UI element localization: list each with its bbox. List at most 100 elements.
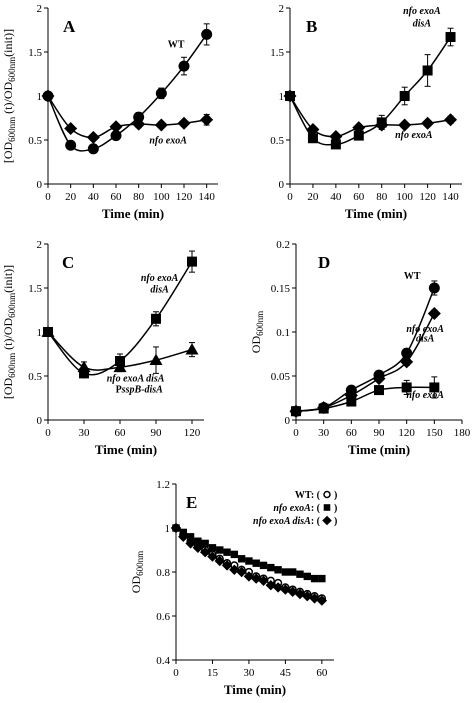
- legend-marker: [323, 490, 331, 499]
- data-point: [200, 113, 214, 127]
- y-tick-label: 0: [37, 415, 43, 427]
- data-point: [214, 555, 225, 567]
- data-point: [444, 113, 458, 127]
- legend-label-part-1: : (: [311, 516, 321, 527]
- series-annotation: nfo exoA: [141, 273, 179, 284]
- data-point: [398, 118, 412, 132]
- x-tick-label: 100: [396, 191, 413, 203]
- x-tick-label: 120: [184, 427, 201, 439]
- series-annotation: nfo exoA disA: [107, 373, 165, 384]
- y-tick-label: 0.05: [271, 371, 291, 383]
- panel-letter: C: [62, 253, 74, 272]
- series-annotation-part-0: nfo exoA: [406, 390, 444, 401]
- data-point: [245, 557, 253, 565]
- data-point: [287, 586, 298, 597]
- x-tick-label: 45: [280, 667, 292, 679]
- x-tick-label: 60: [316, 667, 328, 679]
- series-nfo-exoa-disa-psspb-disa: [41, 325, 199, 374]
- data-point: [186, 533, 195, 541]
- y-tick-label: 0.5: [270, 135, 284, 147]
- data-point: [265, 580, 276, 591]
- data-point: [310, 574, 319, 583]
- data-point: [154, 118, 168, 132]
- data-point: [41, 325, 55, 337]
- data-point: [187, 256, 197, 267]
- x-axis-label: Time (min): [95, 442, 157, 457]
- x-tick-label: 150: [426, 427, 443, 439]
- data-point: [296, 570, 304, 578]
- y-tick-label: 0.2: [276, 239, 290, 251]
- data-point: [251, 573, 262, 584]
- series-annotation-part-0: disA: [413, 18, 432, 29]
- x-tick-label: 80: [133, 191, 145, 203]
- legend-entry-nfo-exoa: nfo exoA: (): [273, 503, 337, 514]
- series-annotation-part-0: nfo exoA: [149, 136, 187, 147]
- y-tick-label: 1: [37, 327, 43, 339]
- x-tick-label: 100: [153, 191, 170, 203]
- data-point: [77, 360, 91, 373]
- x-axis-label: Time (min): [224, 682, 286, 697]
- series-annotation-part-0: nfo exoA: [406, 324, 444, 335]
- y-axis-label-sub2: 600nm: [7, 293, 17, 318]
- y-tick-label: 1: [165, 523, 171, 535]
- series-annotation: nfo exoA: [406, 390, 444, 401]
- data-point: [110, 130, 122, 142]
- data-point: [302, 591, 313, 602]
- series-annotation: disA: [413, 18, 432, 29]
- data-point: [149, 353, 163, 366]
- data-point: [401, 347, 413, 359]
- data-point: [236, 566, 247, 578]
- series-annotation-part-3: disA: [144, 385, 163, 396]
- series-annotation-part-0: nfo exoA: [403, 6, 441, 17]
- y-tick-label: 0: [37, 179, 43, 191]
- y-tick-label: 2: [279, 3, 285, 15]
- data-point: [291, 406, 301, 417]
- data-point: [177, 116, 191, 130]
- data-point: [79, 368, 89, 379]
- data-point: [109, 120, 123, 134]
- data-point: [65, 139, 77, 151]
- series-annotation: nfo exoA: [395, 130, 433, 141]
- data-point: [223, 548, 231, 556]
- y-tick-label: 0.5: [28, 135, 42, 147]
- x-tick-label: 40: [88, 191, 100, 203]
- panel-letter: A: [63, 17, 76, 36]
- data-point: [194, 537, 202, 545]
- x-tick-label: 0: [173, 667, 179, 679]
- y-tick-label: 0.1: [276, 327, 290, 339]
- y-axis-label-sub1: 600nm: [255, 311, 265, 336]
- x-tick-label: 80: [376, 191, 388, 203]
- series-annotation-part-1: sspB: [121, 385, 142, 396]
- y-tick-label: 1: [279, 91, 285, 103]
- x-tick-label: 0: [45, 427, 51, 439]
- x-axis-label: Time (min): [345, 206, 407, 221]
- data-point: [421, 116, 435, 130]
- y-axis-label-sub2: 600nm: [7, 57, 17, 82]
- x-tick-label: 20: [307, 191, 319, 203]
- x-tick-label: 60: [111, 191, 123, 203]
- x-tick-label: 20: [65, 191, 77, 203]
- series-nfo-exoa-disa: [170, 522, 328, 606]
- series-annotation: PsspB-disA: [116, 385, 164, 396]
- data-point: [307, 133, 318, 144]
- data-point: [329, 129, 343, 143]
- y-axis-label-pre: OD: [129, 576, 143, 594]
- data-point: [374, 385, 384, 396]
- series-annotation-part-0: disA: [416, 334, 435, 345]
- data-point: [208, 544, 217, 552]
- data-point: [185, 343, 199, 355]
- x-tick-label: 120: [398, 427, 415, 439]
- x-tick-label: 0: [287, 191, 293, 203]
- data-point: [221, 560, 233, 571]
- x-axis-label: Time (min): [348, 442, 410, 457]
- panel-e: 0.4 0.6 0.8 1 1.2 0 15 30 45 60 Time (min) OD600nm E…: [129, 479, 337, 697]
- data-point: [87, 143, 99, 155]
- y-tick-label: 0.6: [156, 611, 170, 623]
- data-point: [230, 550, 239, 559]
- y-tick-label: 0.4: [156, 655, 170, 667]
- data-point: [280, 584, 291, 595]
- data-point: [401, 382, 412, 393]
- series-annotation-part-0: nfo exoA: [141, 273, 179, 284]
- x-tick-label: 140: [198, 191, 215, 203]
